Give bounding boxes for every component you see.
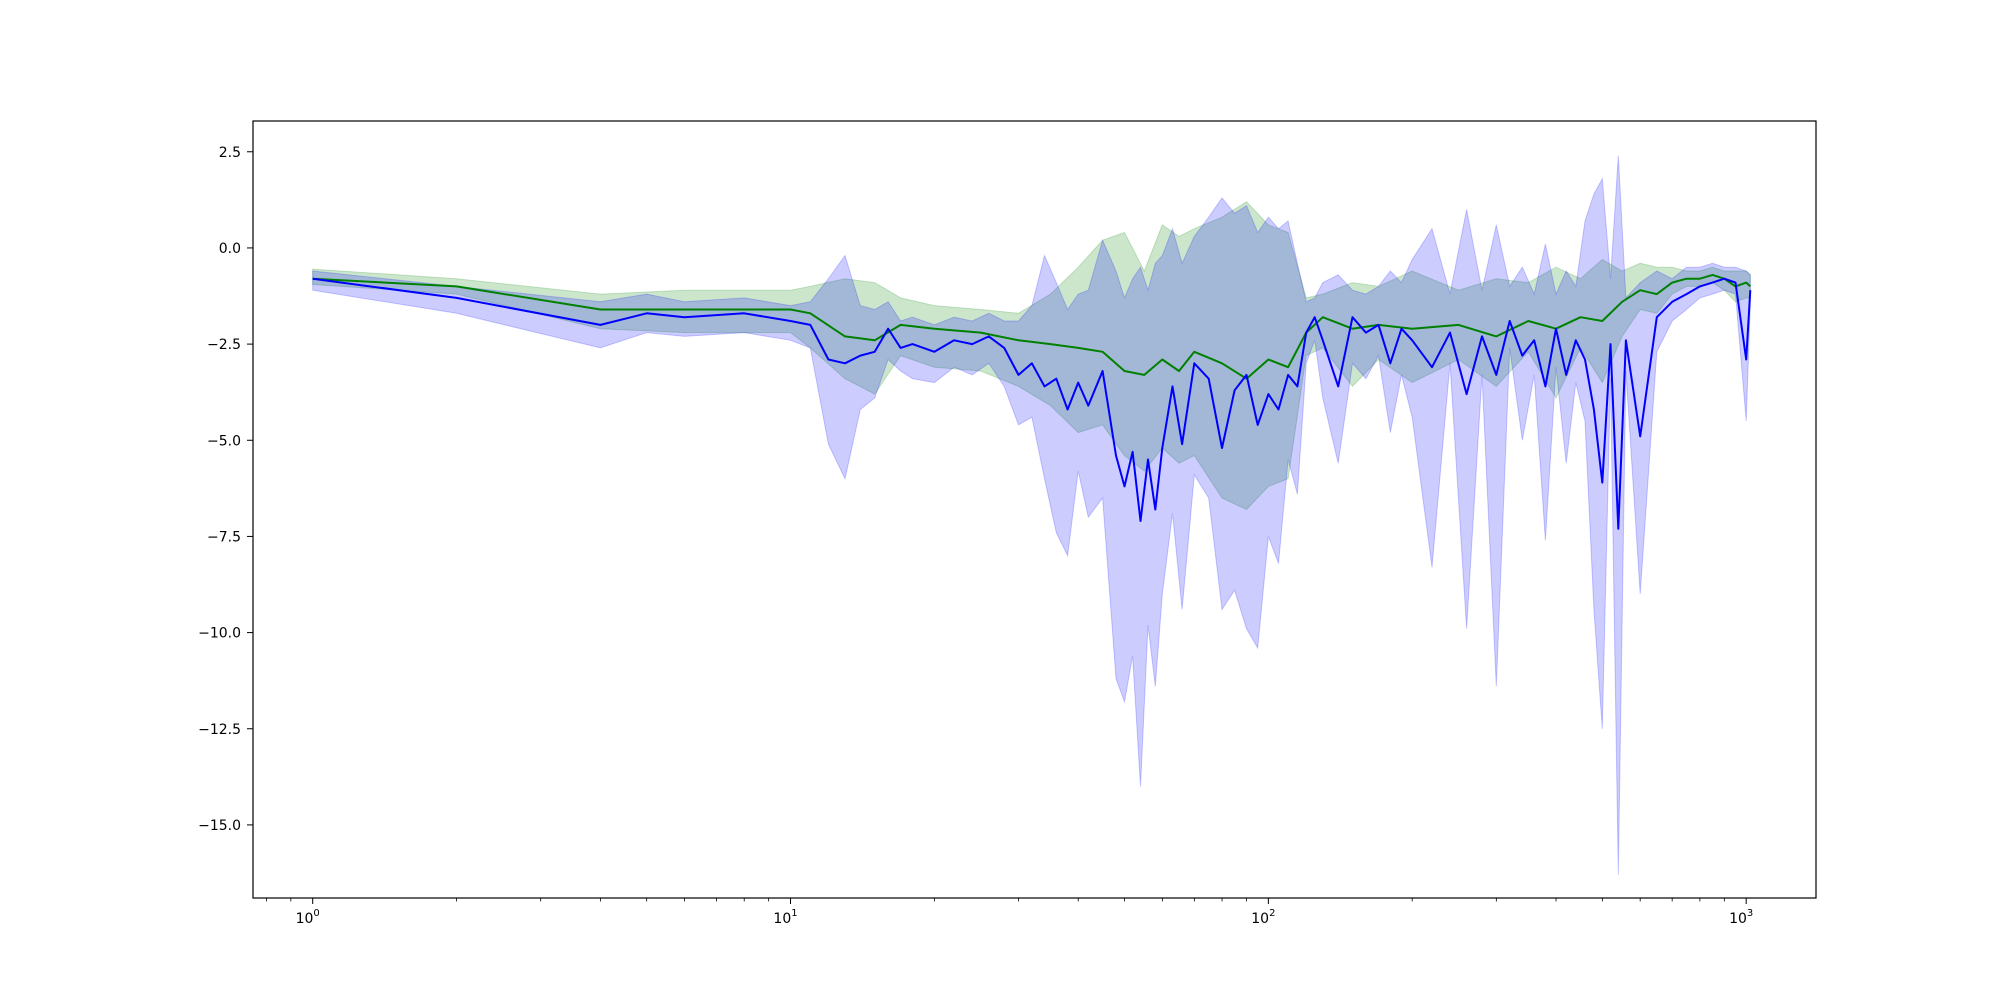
y-tick-label: 2.5 [219,145,241,161]
y-tick-label: −5.0 [207,433,241,449]
x-axis: 100 101 102 103 [265,898,1753,927]
axes-frame [252,120,1817,899]
x-tick-label: 100 [296,908,320,927]
plot-area [312,155,1752,875]
x-tick-label: 103 [1729,908,1753,927]
series-2-line [312,277,1752,530]
y-tick-label: −7.5 [207,529,241,545]
y-tick-label: −15.0 [198,818,241,834]
y-axis: 2.5 0.0 −2.5 −5.0 −7.5 −10.0 −12.5 −15.0 [198,145,253,834]
y-tick-label: −2.5 [207,337,241,353]
y-tick-label: −10.0 [198,626,241,642]
x-tick-label: 101 [773,908,797,927]
y-tick-label: −12.5 [198,722,241,738]
series-1-line [312,273,1751,380]
y-tick-label: 0.0 [219,241,241,257]
x-tick-label: 102 [1251,908,1275,927]
